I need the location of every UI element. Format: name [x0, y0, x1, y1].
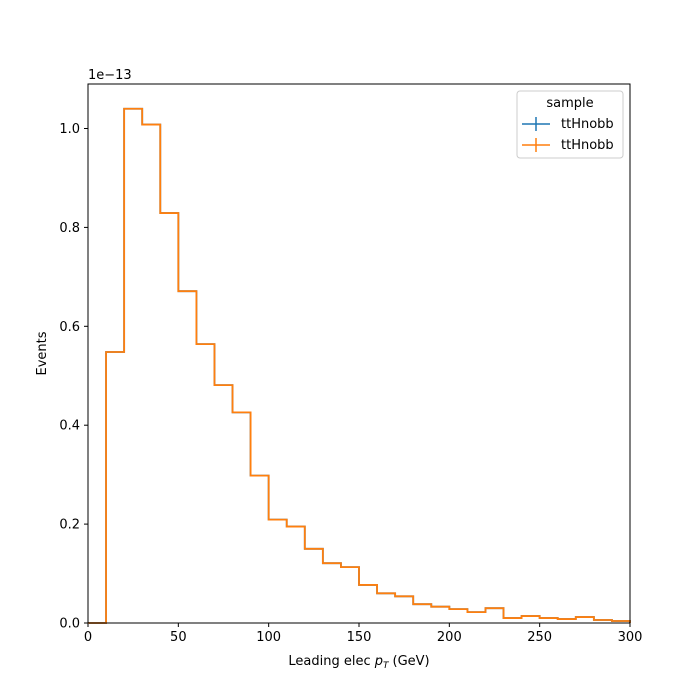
legend-label-1: ttHnobb [561, 117, 614, 132]
legend-entry-1: ttHnobb [522, 117, 614, 132]
series-layer [88, 107, 631, 624]
x-tick-label: 300 [618, 630, 643, 645]
y-tick-label: 0.2 [59, 518, 80, 533]
axis-ticks: 0 50 100 150 200 250 300 0.0 0.2 0.4 0.6 0.8 1.0 [59, 122, 642, 645]
y-axis-label: Events [35, 331, 50, 375]
plot-frame [87, 83, 631, 624]
y-tick-label: 1.0 [59, 122, 80, 137]
legend: sample ttHnobb ttHnobb [516, 90, 624, 159]
y-tick-label: 0.4 [59, 419, 80, 434]
series-line-2 [88, 107, 631, 624]
legend-title: sample [546, 96, 593, 111]
legend-entry-2: ttHnobb [522, 138, 614, 153]
x-tick-label: 200 [437, 630, 462, 645]
x-axis-label: Leading elec pT (GeV) [288, 654, 429, 671]
x-tick-label: 250 [527, 630, 552, 645]
x-tick-label: 50 [170, 630, 187, 645]
series-line-1 [88, 107, 631, 624]
x-tick-label: 100 [256, 630, 281, 645]
x-tick-label: 0 [84, 630, 92, 645]
y-tick-label: 0.0 [59, 617, 80, 632]
y-tick-label: 0.8 [59, 221, 80, 236]
y-scale-label: 1e−13 [88, 68, 132, 83]
legend-label-2: ttHnobb [561, 138, 614, 153]
y-tick-label: 0.6 [59, 320, 80, 335]
legend-box [516, 90, 624, 159]
x-tick-label: 150 [347, 630, 372, 645]
